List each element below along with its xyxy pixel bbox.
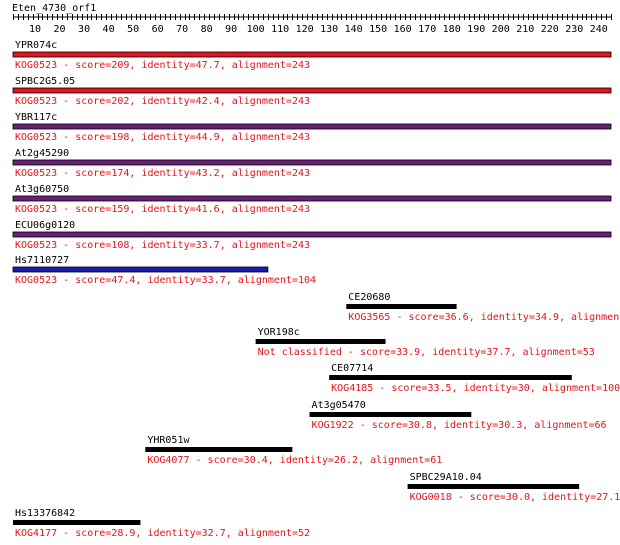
hit-alignment-bar: [329, 375, 572, 380]
hit-description: KOG4077 - score=30.4, identity=26.2, ali…: [147, 455, 442, 466]
hit-description: KOG0018 - score=30.0, identity=27.1, ali…: [410, 492, 620, 503]
hit-row: SPBC29A10.04 KOG0018 - score=30.0, identi…: [407, 472, 620, 503]
hit-description: KOG3565 - score=36.6, identity=34.9, ali…: [348, 312, 620, 323]
hit-alignment-bar: [13, 196, 611, 201]
hit-name: YHR051w: [147, 435, 190, 446]
hit-description: KOG0523 - score=159, identity=41.6, alig…: [15, 204, 310, 215]
hit-name: YBR117c: [15, 112, 57, 123]
hit-name: At3g05470: [312, 400, 366, 411]
hit-row: YPR074c KOG0523 - score=209, identity=47.…: [12, 40, 612, 71]
hit-row: At3g60750 KOG0523 - score=159, identity=4…: [12, 184, 612, 215]
hit-description: Not classified - score=33.9, identity=37…: [258, 347, 595, 358]
hit-name: YPR074c: [15, 40, 57, 51]
hit-tracks: YPR074c KOG0523 - score=209, identity=47.…: [12, 40, 620, 539]
hit-description: KOG0523 - score=108, identity=33.7, alig…: [15, 240, 310, 251]
ruler-tick-label: 20: [54, 24, 66, 35]
hit-alignment-bar: [407, 484, 580, 489]
ruler-tick-label: 90: [225, 24, 237, 35]
hit-alignment-bar: [13, 520, 141, 525]
ruler-tick-label: 120: [296, 24, 314, 35]
ruler-tick-label: 100: [247, 24, 265, 35]
hit-row: SPBC2G5.05 KOG0523 - score=202, identity=…: [12, 76, 612, 107]
hit-name: Hs13376842: [15, 508, 75, 519]
ruler-tick-label: 220: [541, 24, 559, 35]
hit-alignment-bar: [309, 412, 472, 417]
hit-row: YBR117c KOG0523 - score=198, identity=44.…: [12, 112, 612, 143]
hit-description: KOG4185 - score=33.5, identity=30, align…: [331, 383, 620, 394]
hit-alignment-bar: [346, 304, 457, 309]
hit-name: Hs7110727: [15, 255, 69, 266]
ruler-tick-label: 130: [320, 24, 338, 35]
hit-description: KOG0523 - score=174, identity=43.2, alig…: [15, 168, 310, 179]
hit-bar-outline: [12, 123, 612, 130]
sequence-ruler: 10 20 30 40 50 60 70 80 90 100 110 120 130 140 150 160 1…: [13, 14, 612, 35]
hit-description: KOG0523 - score=209, identity=47.7, alig…: [15, 60, 310, 71]
ruler-tick-label: 210: [516, 24, 534, 35]
hit-row: CE07714 KOG4185 - score=33.5, identity=30…: [329, 363, 620, 394]
hit-alignment-bar: [13, 88, 611, 93]
hit-alignment-bar: [13, 124, 611, 129]
ruler-tick-label: 180: [443, 24, 461, 35]
hit-alignment-bar: [255, 339, 386, 344]
hit-bar-outline: [12, 231, 612, 238]
hit-row: At3g05470 KOG1922 - score=30.8, identity=…: [309, 400, 607, 431]
hit-alignment-bar: [13, 232, 611, 237]
hit-row: Hs7110727 KOG0523 - score=47.4, identity=…: [12, 255, 316, 286]
ruler-tick-label: 30: [78, 24, 90, 35]
ruler-tick-label: 50: [127, 24, 139, 35]
ruler-tick-label: 170: [418, 24, 436, 35]
ruler-tick-label: 190: [467, 24, 485, 35]
ruler-tick-label: 230: [565, 24, 583, 35]
hit-name: ECU06g0120: [15, 220, 75, 231]
hit-name: SPBC29A10.04: [410, 472, 482, 483]
hit-alignment-bar: [145, 447, 293, 452]
hit-description: KOG0523 - score=198, identity=44.9, alig…: [15, 132, 310, 143]
ruler-tick-label: 10: [29, 24, 41, 35]
hit-row: ECU06g0120 KOG0523 - score=108, identity=…: [12, 220, 612, 251]
hit-bar-outline: [12, 51, 612, 58]
query-title: Eten_4730_orf1: [12, 3, 96, 14]
hit-name: YOR198c: [258, 327, 300, 338]
hit-bar-outline: [12, 159, 612, 166]
ruler-tick-label: 160: [394, 24, 412, 35]
hit-alignment-bar: [13, 160, 611, 165]
hit-row: YHR051w KOG4077 - score=30.4, identity=26…: [145, 435, 442, 466]
ruler-tick-label: 110: [271, 24, 289, 35]
hit-bar-outline: [12, 266, 269, 273]
ruler-tick-label: 70: [176, 24, 188, 35]
hit-alignment-bar: [13, 52, 611, 57]
hit-row: Hs13376842 KOG4177 - score=28.9, identity…: [13, 508, 310, 539]
hit-name: SPBC2G5.05: [15, 76, 75, 87]
ruler-tick-label: 240: [590, 24, 608, 35]
ruler-tick-label: 200: [492, 24, 510, 35]
hit-description: KOG1922 - score=30.8, identity=30.3, ali…: [312, 420, 607, 431]
ruler-tick-label: 150: [369, 24, 387, 35]
hit-name: CE20680: [348, 292, 390, 303]
hit-row: At2g45290 KOG0523 - score=174, identity=4…: [12, 148, 612, 179]
hit-alignment-bar: [13, 267, 268, 272]
hit-description: KOG0523 - score=202, identity=42.4, alig…: [15, 96, 310, 107]
ruler-tick-label: 80: [201, 24, 213, 35]
ruler-tick-label: 40: [103, 24, 115, 35]
hit-bar-outline: [12, 87, 612, 94]
hit-row: YOR198c Not classified - score=33.9, iden…: [255, 327, 595, 358]
hit-name: At2g45290: [15, 148, 69, 159]
ruler-tick-label: 140: [345, 24, 363, 35]
hit-name: CE07714: [331, 363, 373, 374]
hit-description: KOG0523 - score=47.4, identity=33.7, ali…: [15, 275, 316, 286]
hit-name: At3g60750: [15, 184, 69, 195]
hit-row: CE20680 KOG3565 - score=36.6, identity=34…: [346, 292, 620, 323]
hit-description: KOG4177 - score=28.9, identity=32.7, ali…: [15, 528, 310, 539]
ruler-tick-label: 60: [152, 24, 164, 35]
hit-bar-outline: [12, 195, 612, 202]
